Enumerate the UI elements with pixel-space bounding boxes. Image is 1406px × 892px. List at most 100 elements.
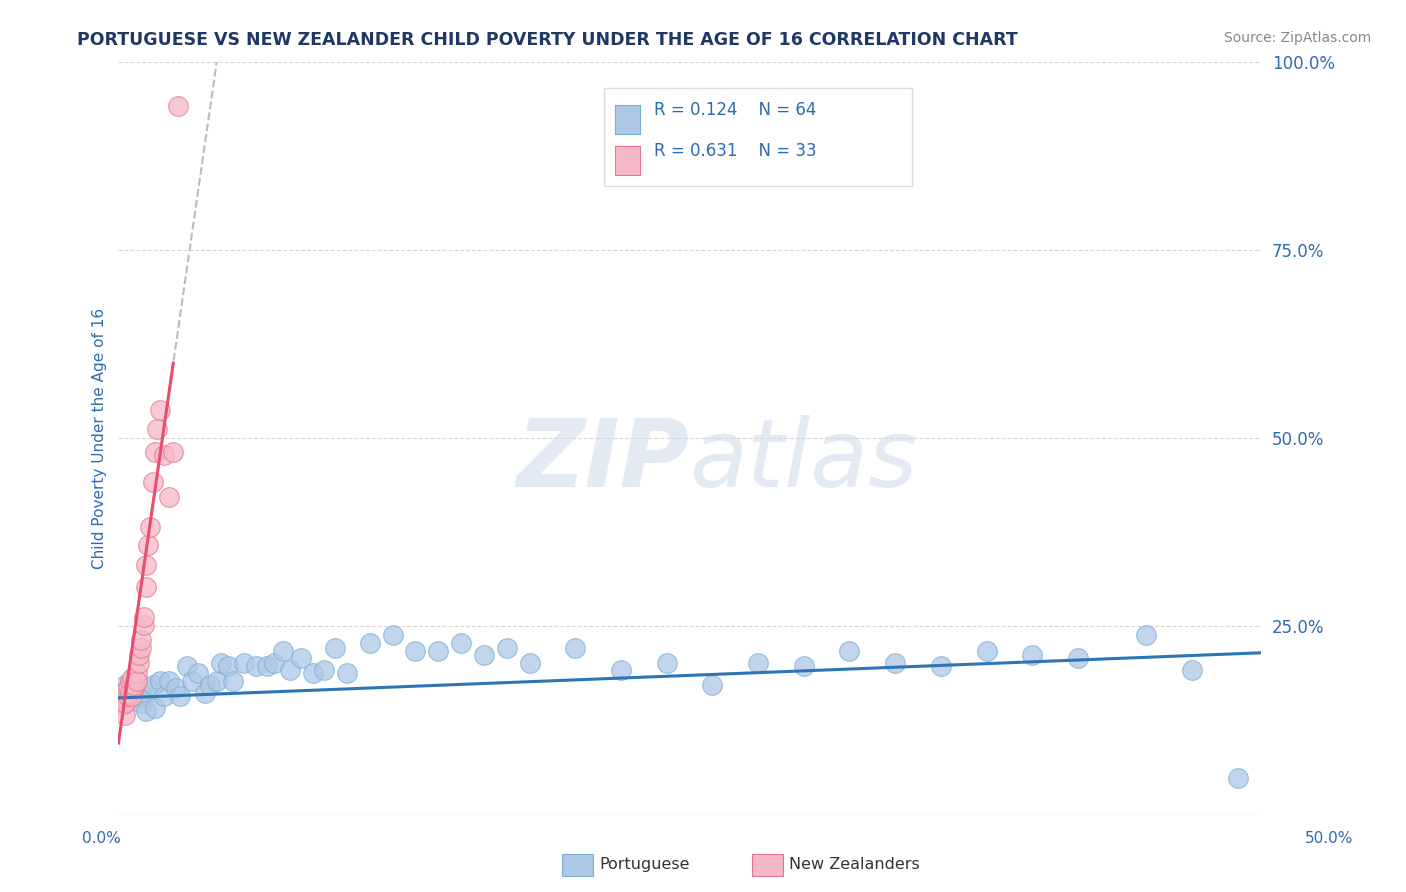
Point	[153, 448, 176, 462]
Point	[245, 658, 267, 673]
Point	[165, 681, 187, 695]
Point	[111, 698, 134, 713]
Point	[198, 678, 221, 692]
Point	[381, 628, 404, 642]
Point	[117, 681, 139, 695]
Point	[702, 678, 724, 692]
Point	[610, 663, 633, 677]
Bar	[616, 146, 640, 175]
Point	[111, 686, 134, 700]
Point	[118, 673, 141, 688]
Point	[114, 696, 136, 710]
Point	[135, 558, 157, 572]
Point	[132, 618, 155, 632]
Point	[142, 678, 165, 692]
Point	[495, 640, 517, 655]
Point	[176, 658, 198, 673]
Point	[129, 696, 152, 710]
Point	[143, 445, 166, 459]
Point	[1181, 663, 1204, 677]
Point	[217, 658, 239, 673]
Point	[450, 636, 472, 650]
Text: 0.0%: 0.0%	[82, 831, 121, 846]
Point	[472, 648, 495, 662]
Point	[256, 658, 278, 673]
Point	[125, 666, 148, 681]
Point	[111, 696, 134, 710]
Text: R = 0.124    N = 64: R = 0.124 N = 64	[654, 101, 817, 119]
Point	[263, 656, 285, 670]
Point	[162, 445, 184, 459]
Text: PORTUGUESE VS NEW ZEALANDER CHILD POVERTY UNDER THE AGE OF 16 CORRELATION CHART: PORTUGUESE VS NEW ZEALANDER CHILD POVERT…	[77, 31, 1018, 49]
Point	[793, 658, 815, 673]
Point	[132, 610, 155, 624]
Point	[136, 681, 159, 695]
Point	[976, 643, 998, 657]
Point	[129, 640, 152, 655]
Point	[747, 656, 769, 670]
Point	[278, 663, 301, 677]
Point	[1135, 628, 1157, 642]
Point	[124, 681, 146, 695]
Point	[169, 689, 191, 703]
Point	[118, 681, 141, 695]
Point	[139, 520, 162, 534]
Text: Portuguese: Portuguese	[599, 857, 689, 871]
Point	[135, 580, 157, 594]
Point	[655, 656, 678, 670]
Point	[142, 475, 165, 489]
Point	[125, 690, 148, 704]
Point	[129, 632, 152, 647]
Point	[180, 673, 202, 688]
Text: atlas: atlas	[689, 416, 918, 507]
Point	[143, 700, 166, 714]
Point	[157, 673, 180, 688]
Point	[884, 656, 907, 670]
Point	[135, 704, 157, 718]
FancyBboxPatch shape	[605, 88, 912, 186]
Point	[290, 651, 312, 665]
Point	[136, 538, 159, 552]
Point	[146, 422, 169, 436]
Point	[427, 643, 450, 657]
Point	[209, 656, 232, 670]
Point	[125, 673, 148, 688]
Point	[205, 673, 228, 688]
Point	[121, 671, 143, 685]
Text: Source: ZipAtlas.com: Source: ZipAtlas.com	[1223, 31, 1371, 45]
Point	[166, 99, 188, 113]
Point	[114, 708, 136, 723]
Point	[233, 656, 256, 670]
Text: ZIP: ZIP	[516, 415, 689, 507]
Point	[271, 643, 294, 657]
Point	[110, 689, 132, 703]
Point	[194, 686, 217, 700]
Point	[221, 673, 243, 688]
Point	[404, 643, 426, 657]
Text: New Zealanders: New Zealanders	[789, 857, 920, 871]
Text: R = 0.631    N = 33: R = 0.631 N = 33	[654, 142, 817, 160]
Bar	[616, 104, 640, 134]
Point	[148, 673, 170, 688]
Point	[187, 666, 209, 681]
Point	[336, 666, 359, 681]
Point	[128, 648, 150, 662]
Point	[114, 678, 136, 692]
Point	[148, 402, 170, 417]
Point	[519, 656, 541, 670]
Point	[157, 490, 180, 504]
Point	[118, 686, 141, 700]
Point	[929, 658, 952, 673]
Point	[1021, 648, 1043, 662]
Point	[114, 686, 136, 700]
Point	[1226, 772, 1249, 786]
Point	[301, 666, 323, 681]
Point	[132, 689, 155, 703]
Point	[312, 663, 335, 677]
Point	[564, 640, 586, 655]
Point	[1067, 651, 1090, 665]
Point	[117, 689, 139, 703]
Point	[128, 656, 150, 670]
Point	[121, 673, 143, 688]
Point	[124, 678, 146, 692]
